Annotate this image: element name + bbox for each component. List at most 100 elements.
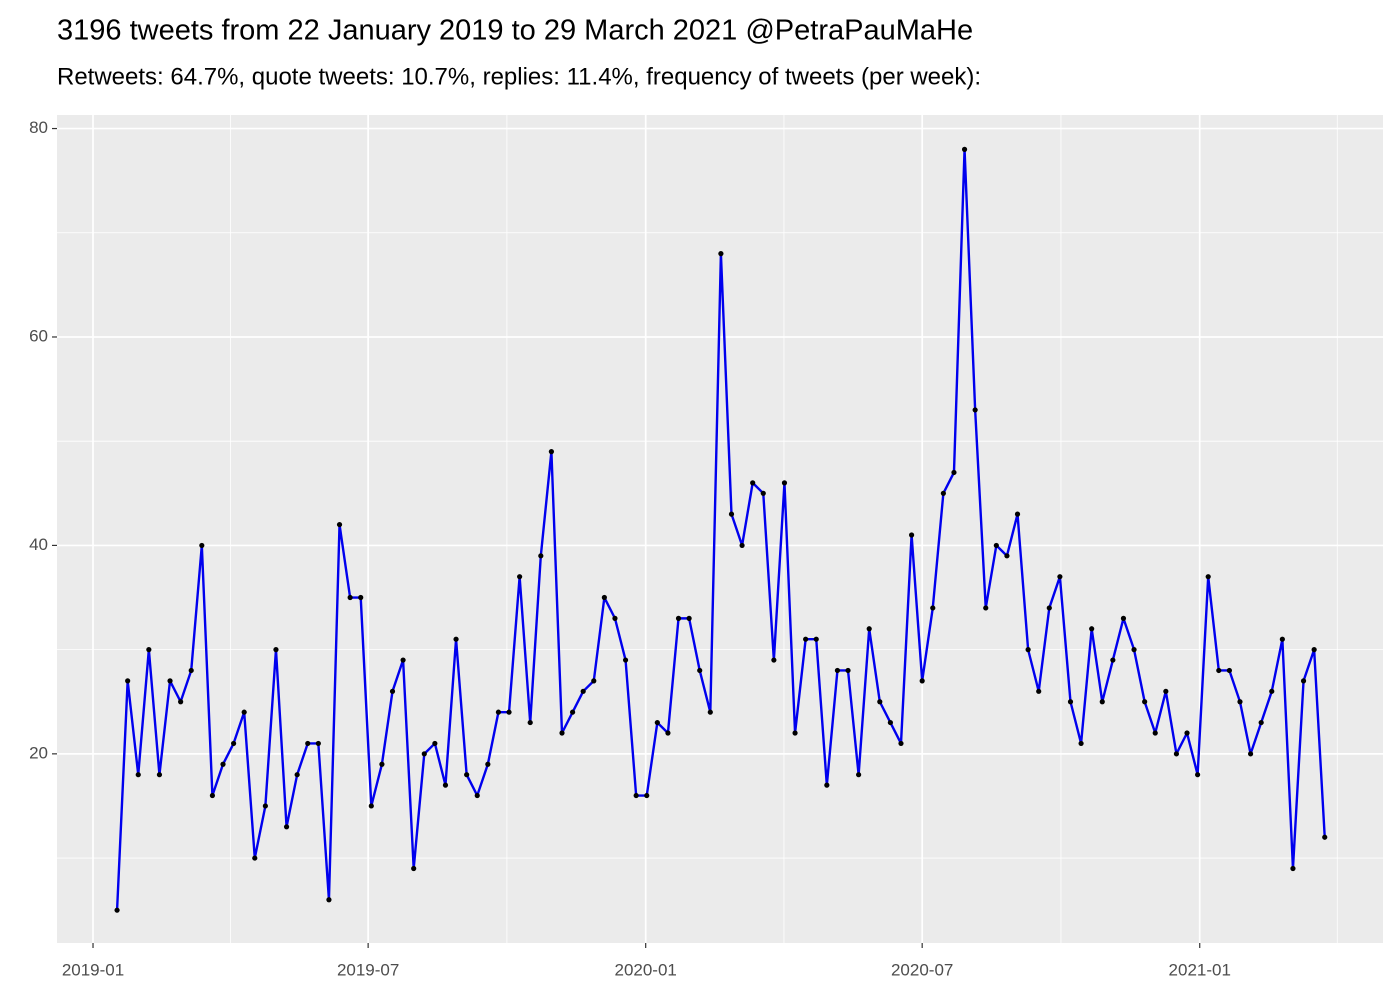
point	[792, 730, 798, 736]
point	[1120, 615, 1127, 621]
chart-title: 3196 tweets from 22 January 2019 to 29 M…	[57, 15, 973, 47]
x-tick-label: 2021-01	[1169, 960, 1231, 979]
panel	[57, 115, 1383, 943]
x-tick-label: 2019-01	[62, 960, 124, 979]
point	[358, 594, 364, 601]
point	[908, 532, 915, 538]
point	[612, 615, 618, 621]
point	[538, 553, 544, 559]
point	[252, 855, 258, 861]
point	[951, 469, 957, 476]
point	[1099, 699, 1105, 705]
x-tick-label: 2019-07	[337, 960, 399, 979]
point	[220, 761, 226, 767]
point	[972, 407, 978, 413]
point	[1046, 605, 1052, 611]
point	[506, 709, 512, 715]
point	[993, 542, 999, 549]
point	[1226, 667, 1232, 674]
point	[803, 636, 809, 642]
point	[114, 907, 120, 913]
point	[1110, 657, 1116, 663]
point	[1216, 667, 1222, 674]
point	[834, 667, 841, 674]
point	[517, 574, 523, 580]
point	[548, 449, 555, 455]
point	[400, 657, 406, 663]
point	[1014, 511, 1021, 517]
point	[1300, 678, 1307, 684]
y-tick-label: 80	[29, 118, 48, 137]
point	[580, 688, 586, 694]
y-tick-label: 20	[29, 743, 48, 762]
point	[961, 146, 968, 152]
point	[209, 792, 216, 799]
point	[156, 772, 163, 778]
point	[940, 490, 946, 496]
point	[739, 542, 745, 549]
x-tick-label: 2020-07	[891, 960, 953, 979]
point	[368, 803, 374, 809]
point	[1290, 865, 1296, 872]
point	[919, 678, 925, 684]
point	[262, 803, 268, 809]
point	[930, 605, 936, 611]
point	[1247, 751, 1254, 757]
point	[866, 626, 872, 632]
point	[569, 709, 576, 715]
point	[1131, 647, 1137, 653]
point	[379, 761, 385, 767]
point	[421, 751, 427, 757]
point	[1004, 553, 1010, 559]
point	[877, 699, 883, 705]
point	[707, 709, 713, 715]
point	[898, 740, 904, 747]
point	[1205, 574, 1211, 580]
point	[845, 667, 851, 674]
point	[411, 865, 417, 872]
point	[135, 772, 141, 778]
point	[336, 521, 343, 528]
point	[1279, 636, 1285, 642]
point	[495, 709, 502, 715]
point	[1322, 834, 1328, 840]
point	[760, 490, 766, 496]
point	[1078, 740, 1084, 747]
point	[1173, 751, 1180, 757]
point	[1089, 626, 1095, 632]
point	[559, 730, 565, 736]
point	[824, 782, 830, 788]
point	[1195, 772, 1201, 778]
point	[654, 719, 660, 726]
point	[1184, 730, 1190, 736]
point	[432, 740, 438, 747]
point	[199, 542, 205, 549]
point	[750, 480, 756, 486]
point	[1269, 688, 1275, 694]
point	[771, 657, 777, 663]
y-tick-label: 60	[29, 326, 48, 345]
point	[1057, 574, 1063, 580]
point	[125, 678, 131, 684]
point	[856, 772, 862, 778]
point	[305, 740, 311, 747]
point	[230, 740, 237, 747]
point	[1237, 699, 1243, 705]
point	[389, 688, 396, 694]
point	[485, 761, 491, 767]
point	[781, 480, 788, 486]
point	[241, 709, 247, 715]
point	[601, 594, 607, 601]
point	[283, 824, 290, 830]
point	[1152, 730, 1158, 736]
point	[591, 678, 597, 684]
point	[644, 792, 650, 799]
point	[1067, 699, 1074, 705]
point	[813, 636, 819, 642]
point	[728, 511, 735, 517]
point	[464, 772, 470, 778]
point	[273, 647, 279, 653]
point	[983, 605, 989, 611]
point	[697, 667, 703, 674]
